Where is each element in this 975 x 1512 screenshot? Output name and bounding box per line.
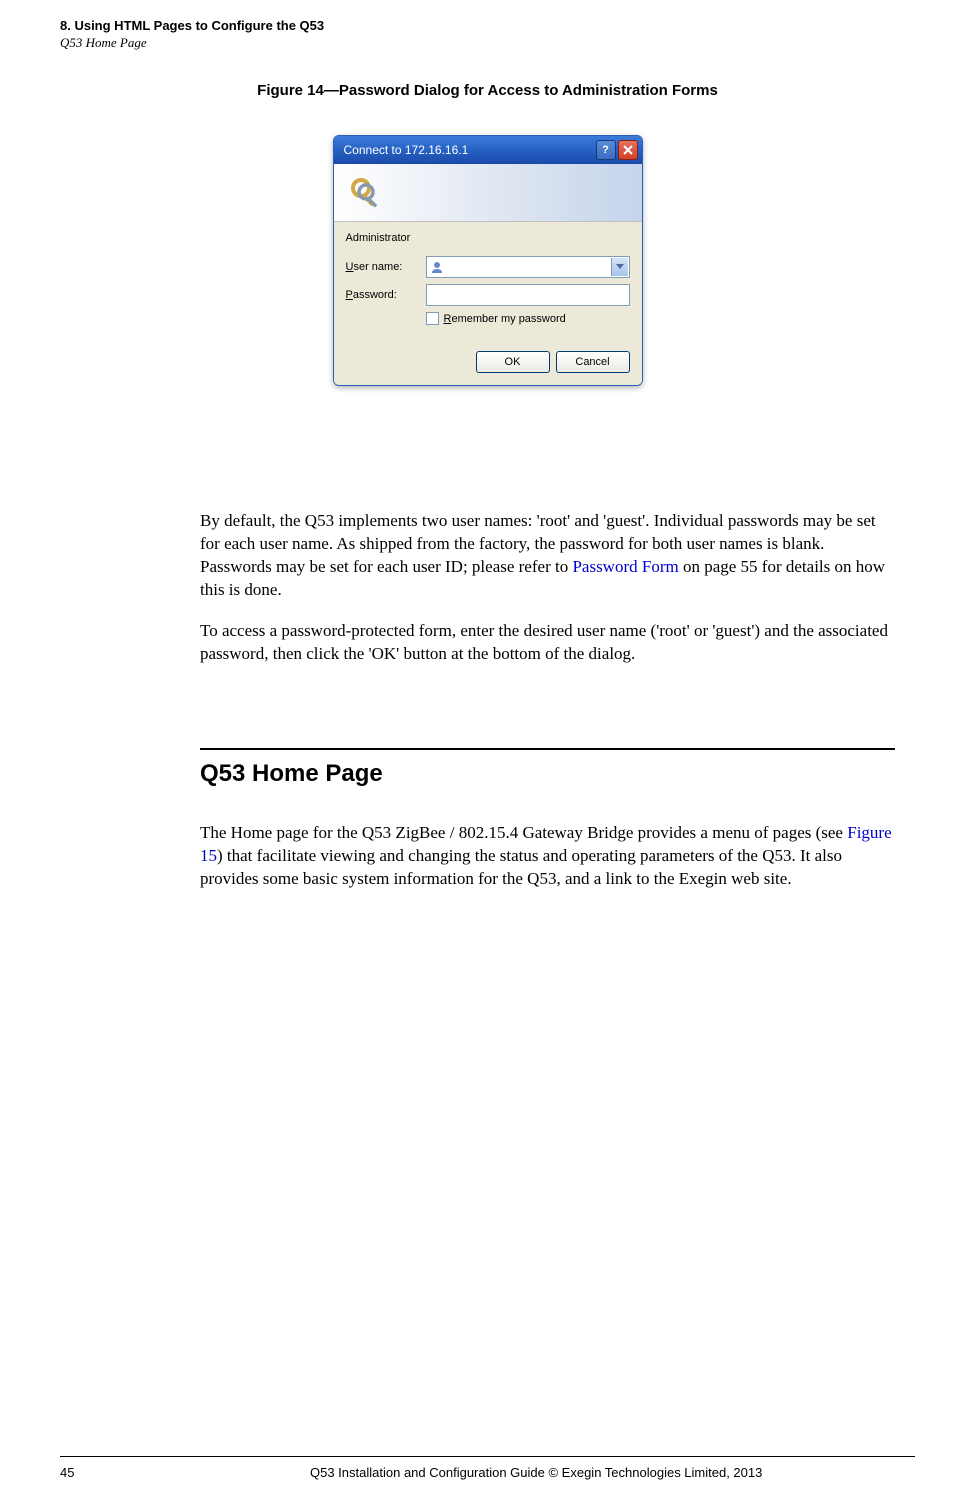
paragraph-1: By default, the Q53 implements two user … xyxy=(200,510,895,602)
section-heading: Q53 Home Page xyxy=(200,760,383,788)
dialog-banner xyxy=(334,164,642,222)
footer-divider xyxy=(60,1456,915,1457)
page-header: 8. Using HTML Pages to Configure the Q53… xyxy=(60,18,915,51)
realm-label: Administrator xyxy=(346,232,630,244)
help-button[interactable]: ? xyxy=(596,140,616,160)
password-form-link[interactable]: Password Form xyxy=(572,557,678,576)
username-input[interactable] xyxy=(426,256,630,278)
username-dropdown-button[interactable] xyxy=(611,258,628,276)
user-icon xyxy=(430,260,444,274)
password-dialog: Connect to 172.16.16.1 ? xyxy=(333,135,643,386)
figure-caption: Figure 14—Password Dialog for Access to … xyxy=(0,82,975,99)
chapter-title: 8. Using HTML Pages to Configure the Q53 xyxy=(60,18,915,33)
close-button[interactable] xyxy=(618,140,638,160)
password-label: Password: xyxy=(346,289,426,301)
chevron-down-icon xyxy=(616,264,624,270)
cancel-button[interactable]: Cancel xyxy=(556,351,630,373)
username-label: User name: xyxy=(346,261,426,273)
close-icon xyxy=(623,145,633,155)
dialog-titlebar: Connect to 172.16.16.1 ? xyxy=(334,136,642,164)
section-divider xyxy=(200,748,895,750)
page-number: 45 xyxy=(60,1465,310,1480)
page-footer: 45 Q53 Installation and Configuration Gu… xyxy=(60,1465,915,1480)
body-paragraph-block-1: By default, the Q53 implements two user … xyxy=(200,510,895,684)
remember-label: Remember my password xyxy=(444,313,566,325)
paragraph-2: To access a password-protected form, ent… xyxy=(200,620,895,666)
chapter-subtitle: Q53 Home Page xyxy=(60,35,915,51)
paragraph-3: The Home page for the Q53 ZigBee / 802.1… xyxy=(200,822,895,891)
remember-checkbox[interactable] xyxy=(426,312,439,325)
keys-icon xyxy=(348,175,384,211)
body-paragraph-block-2: The Home page for the Q53 ZigBee / 802.1… xyxy=(200,822,895,891)
footer-text: Q53 Installation and Configuration Guide… xyxy=(310,1465,915,1480)
ok-button[interactable]: OK xyxy=(476,351,550,373)
password-input[interactable] xyxy=(426,284,630,306)
dialog-title: Connect to 172.16.16.1 xyxy=(344,143,469,157)
